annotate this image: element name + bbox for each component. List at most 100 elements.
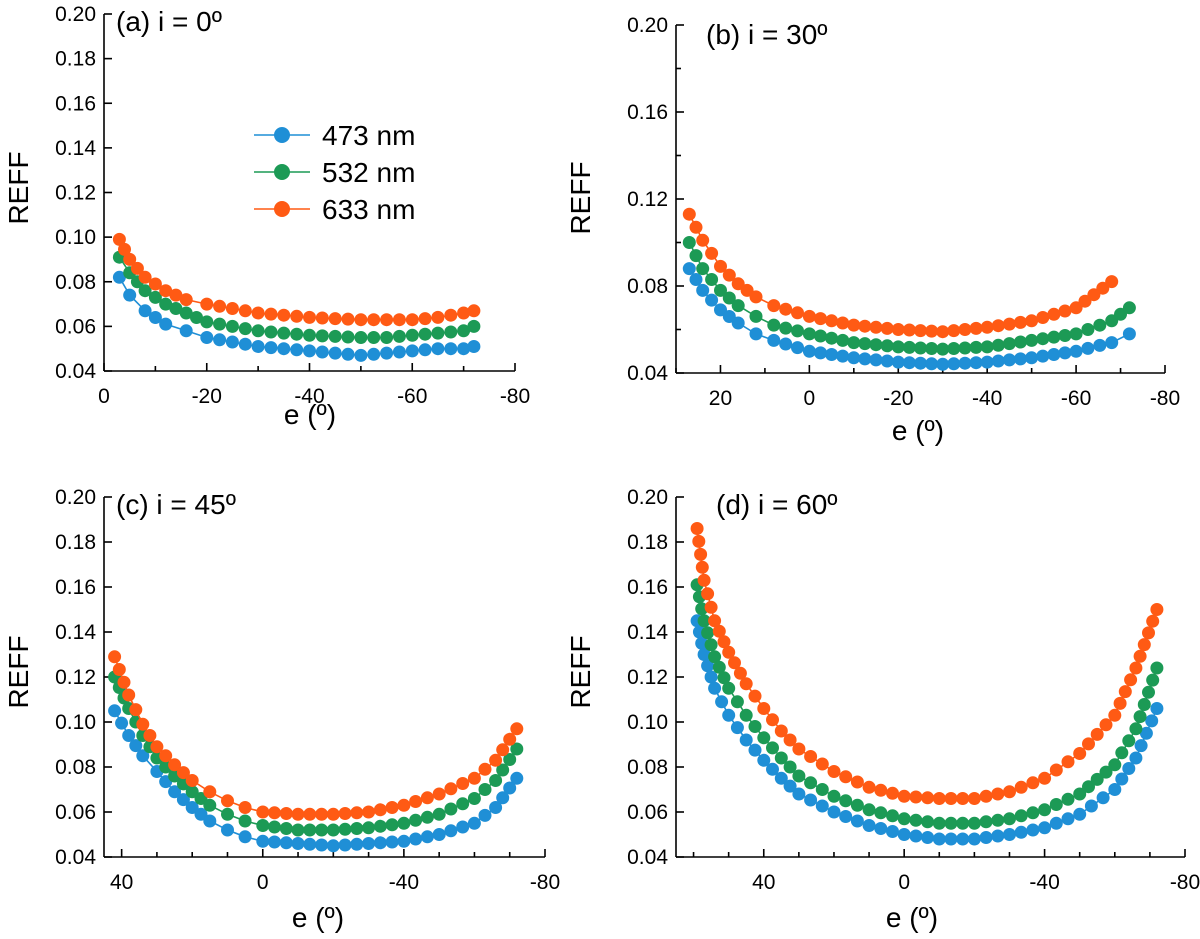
panel-d-marker-633 (1082, 737, 1095, 751)
panel-c-point-532 (432, 807, 446, 821)
panel-b-marker-633 (836, 316, 850, 330)
panel-a-marker-532 (169, 302, 183, 315)
panel-a-point-532 (138, 284, 152, 298)
panel-a-point-473 (138, 304, 152, 318)
panel-a-marker-473 (392, 345, 406, 359)
panel-b-x-tick-label: -60 (1061, 387, 1091, 410)
panel-d-point-532 (1150, 661, 1164, 675)
panel-d-marker-633 (694, 547, 708, 561)
panel-d-marker-633 (1137, 638, 1151, 652)
panel-b-marker-473 (958, 356, 972, 370)
panel-c-point-633 (397, 798, 411, 812)
panel-b-marker-532 (914, 341, 927, 355)
panel-b-marker-532 (1047, 330, 1061, 344)
panel-d-marker-473 (766, 762, 779, 776)
panel-b-point-633 (682, 207, 696, 221)
panel-a-x-tick-label: -40 (294, 385, 324, 408)
panel-b-point-532 (802, 327, 816, 341)
panel-b-marker-633 (814, 312, 827, 326)
panel-c-point-633 (136, 717, 150, 731)
panel-d-marker-633 (1124, 673, 1138, 687)
panel-b-marker-473 (991, 354, 1005, 368)
panel-a-marker-532 (290, 327, 304, 341)
panel-a-point-473 (457, 342, 471, 356)
panel-b-point-473 (731, 316, 745, 330)
panel-d-marker-473 (956, 832, 970, 846)
panel-b: 0.04 0.08 0.12 0.16 0.20 20 0 -20 -40 -60 -80 (b) … (565, 14, 1180, 446)
panel-d-marker-532 (766, 741, 779, 755)
panel-b-marker-532 (1014, 335, 1027, 349)
panel-a-point-473 (200, 331, 214, 344)
panel-d-marker-473 (944, 832, 958, 846)
panel-b-marker-633 (705, 246, 719, 260)
panel-c-marker-633 (176, 766, 190, 780)
panel-a-ylabel: REFF (3, 151, 34, 224)
panel-a-point-473 (225, 335, 239, 349)
panel-c-marker-473 (373, 836, 387, 850)
panel-d-marker-473 (979, 831, 993, 844)
panel-d-marker-532 (886, 809, 899, 823)
panel-c-x-tick-label: 0 (257, 871, 269, 894)
panel-c-marker-633 (129, 703, 143, 717)
panel-d-marker-473 (921, 831, 935, 844)
panel-d-marker-473 (1134, 739, 1148, 753)
panel-c-point-473 (432, 828, 446, 841)
panel-c-point-473 (256, 834, 270, 848)
panel-b-point-633 (1025, 314, 1039, 328)
panel-c-point-473 (510, 771, 524, 785)
panel-a-marker-633 (341, 312, 355, 326)
panel-a-point-633 (354, 313, 368, 327)
panel-a-marker-532 (238, 322, 252, 336)
panel-a-marker-633 (328, 312, 342, 326)
panel-b-point-532 (936, 342, 950, 356)
panel-a-point-473 (179, 324, 193, 338)
panel-a-point-633 (159, 284, 173, 298)
panel-d-marker-633 (1118, 685, 1132, 699)
panel-c-marker-473 (115, 716, 129, 730)
panel-a-point-633 (457, 306, 471, 320)
panel-c-marker-633 (444, 782, 458, 796)
panel-c-marker-473 (456, 820, 470, 834)
panel-d-marker-633 (1142, 626, 1155, 640)
panel-d-marker-473 (1139, 726, 1153, 740)
panel-b-point-532 (682, 236, 696, 249)
panel-b-marker-633 (1087, 288, 1101, 302)
panel-c-point-633 (467, 771, 481, 785)
panel-d-point-532 (774, 751, 788, 765)
panel-a-point-633 (405, 313, 419, 327)
panel-b-marker-532 (689, 249, 703, 263)
panel-b-marker-633 (1058, 304, 1072, 318)
panel-d-marker-473 (701, 659, 715, 673)
panel-a-y-tick-label: 0.14 (55, 137, 96, 160)
panel-b-marker-532 (1036, 332, 1050, 346)
panel-b-marker-633 (689, 220, 703, 234)
panel-b-marker-532 (1002, 337, 1016, 351)
panel-d-marker-473 (815, 799, 829, 813)
panel-b-marker-633 (1002, 317, 1016, 331)
panel-b-marker-633 (740, 283, 754, 297)
panel-d-marker-633 (692, 534, 706, 548)
panel-b-point-633 (714, 259, 727, 273)
panel-c-y-tick-label: 0.14 (55, 621, 96, 644)
panel-c-marker-532 (409, 813, 423, 827)
panel-c-xlabel: e (º) (292, 902, 344, 933)
panel-a-marker-473 (238, 337, 252, 351)
panel-c-marker-633 (496, 743, 510, 757)
panel-b-point-633 (980, 320, 994, 334)
panel-d-y-tick-label: 0.18 (627, 531, 668, 554)
panel-d-point-633 (1108, 708, 1122, 722)
panel-b-point-473 (696, 283, 710, 297)
panel-d-marker-532 (1026, 806, 1040, 820)
panel-d-marker-633 (733, 666, 747, 680)
panel-b-point-473 (802, 344, 816, 358)
panel-d-point-532 (739, 708, 753, 722)
panel-b-marker-473 (825, 348, 839, 361)
panel-a-marker-633 (238, 304, 252, 318)
panel-c-point-633 (326, 807, 340, 821)
panel-d-point-532 (708, 650, 722, 664)
panel-b-point-633 (767, 299, 781, 313)
panel-d-marker-532 (944, 816, 958, 830)
panel-d-point-633 (862, 780, 876, 794)
panel-b-marker-633 (925, 324, 939, 338)
panel-b-marker-532 (902, 340, 916, 354)
